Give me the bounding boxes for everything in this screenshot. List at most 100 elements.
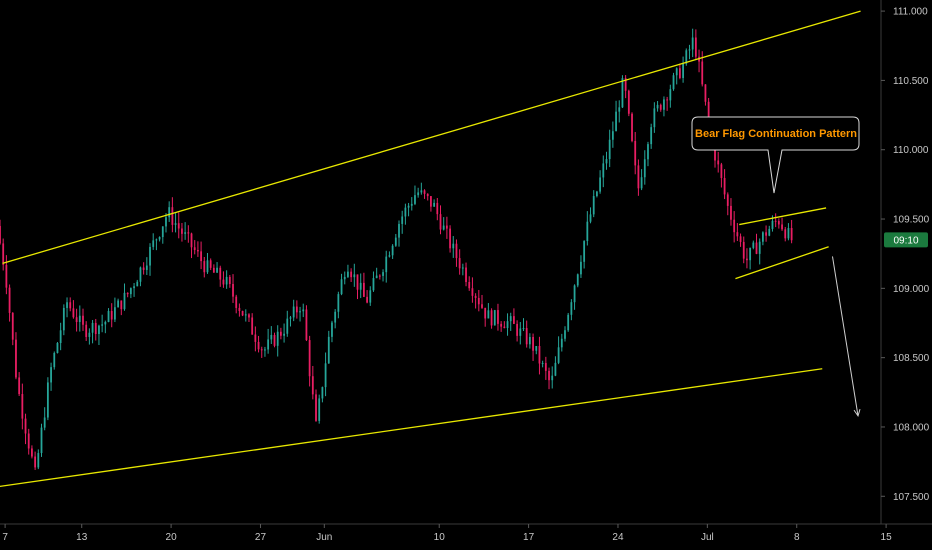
candle-body	[621, 78, 624, 108]
candle-body	[771, 220, 774, 229]
x-tick-label: 24	[612, 532, 624, 543]
candle-body	[206, 260, 209, 273]
candle-body	[85, 324, 88, 337]
candle-body	[455, 243, 458, 259]
candle-body	[273, 334, 276, 346]
candle-body	[302, 309, 305, 312]
candle-body	[232, 284, 234, 297]
candle-body	[378, 275, 381, 277]
candle-body	[165, 217, 167, 227]
candle-body	[56, 343, 59, 353]
candle-body	[449, 228, 451, 249]
candle-body	[544, 363, 547, 371]
candle-body	[228, 276, 231, 285]
candle-body	[369, 290, 372, 303]
candle-body	[618, 107, 621, 112]
candle-body	[787, 227, 790, 239]
candle-body	[477, 297, 480, 305]
candle-body	[426, 193, 429, 197]
candle-body	[538, 346, 541, 364]
callout-box	[691, 116, 860, 194]
candle-body	[18, 377, 21, 395]
candle-body	[372, 278, 375, 291]
y-tick-label: 109.000	[893, 284, 930, 295]
candle-body	[640, 177, 643, 189]
candle-body	[433, 202, 436, 207]
candle-body	[414, 195, 416, 204]
candle-body	[423, 190, 426, 194]
candle-body	[184, 232, 187, 234]
candle-body	[295, 306, 298, 313]
candle-body	[742, 241, 745, 259]
candle-body	[474, 295, 477, 298]
candle-body	[343, 276, 346, 280]
candle-body	[761, 232, 764, 242]
y-tick-label: 108.000	[893, 422, 930, 433]
candle-body	[136, 281, 139, 287]
candle-body	[216, 267, 218, 273]
callout: Bear Flag Continuation Pattern	[691, 116, 860, 194]
price-axis[interactable]: 111.000 110.500 110.000 109.500 109.000 108.5…	[881, 7, 930, 503]
candle-body	[554, 362, 557, 376]
arrow-head-icon	[853, 409, 861, 418]
candle-body	[107, 311, 110, 322]
candle-body	[567, 314, 570, 331]
candle-body	[589, 214, 592, 222]
candle-body	[659, 104, 662, 110]
candle-body	[586, 221, 589, 242]
callout-label: Bear Flag Continuation Pattern	[695, 128, 857, 140]
candle-body	[264, 349, 266, 351]
candle-body	[279, 331, 282, 336]
candle-body	[353, 274, 356, 278]
candle-body	[583, 241, 586, 262]
candle-body	[337, 294, 340, 312]
candle-body	[420, 190, 423, 193]
candle-body	[257, 341, 260, 350]
candle-body	[394, 237, 397, 246]
candle-body	[139, 267, 142, 282]
candle-body	[142, 267, 145, 270]
x-tick-label: 27	[255, 532, 267, 543]
candle-body	[650, 127, 653, 145]
candle-body	[321, 387, 324, 399]
candle-body	[672, 75, 675, 90]
candle-body	[768, 228, 771, 236]
candle-body	[46, 382, 49, 418]
candle-body	[34, 456, 37, 468]
candle-body	[487, 310, 490, 319]
candle-body	[101, 324, 104, 326]
candle-body	[2, 243, 5, 265]
arrow-shaft	[831, 256, 859, 416]
candle-body	[484, 307, 487, 319]
candle-body	[276, 331, 279, 346]
candle-body	[283, 333, 285, 336]
candle-body	[193, 247, 196, 250]
candle-body	[746, 258, 748, 261]
candle-body	[436, 202, 439, 215]
candle-body	[691, 37, 694, 50]
time-axis[interactable]: 7 13 20 27 Jun 10 17 24 Jul 8 15	[2, 524, 892, 543]
candle-body	[324, 363, 327, 388]
candle-body	[685, 50, 688, 64]
candle-body	[784, 229, 787, 239]
candle-body	[430, 196, 432, 207]
candle-body	[596, 191, 598, 197]
candle-body	[318, 398, 321, 421]
candle-body	[506, 321, 509, 329]
candle-body	[356, 274, 359, 290]
candle-body	[327, 336, 330, 364]
candle-body	[260, 349, 263, 351]
candle-body	[27, 433, 30, 449]
candle-body	[174, 223, 177, 225]
candle-body	[94, 322, 97, 335]
y-tick-label: 111.000	[893, 7, 928, 18]
candle-body	[382, 272, 384, 276]
candle-body	[241, 310, 244, 316]
x-tick-label: 10	[434, 532, 446, 543]
candle-body	[197, 249, 199, 252]
candle-body	[481, 304, 483, 308]
candle-body	[471, 288, 474, 296]
candle-body	[682, 63, 684, 78]
projection-arrow	[831, 256, 861, 418]
